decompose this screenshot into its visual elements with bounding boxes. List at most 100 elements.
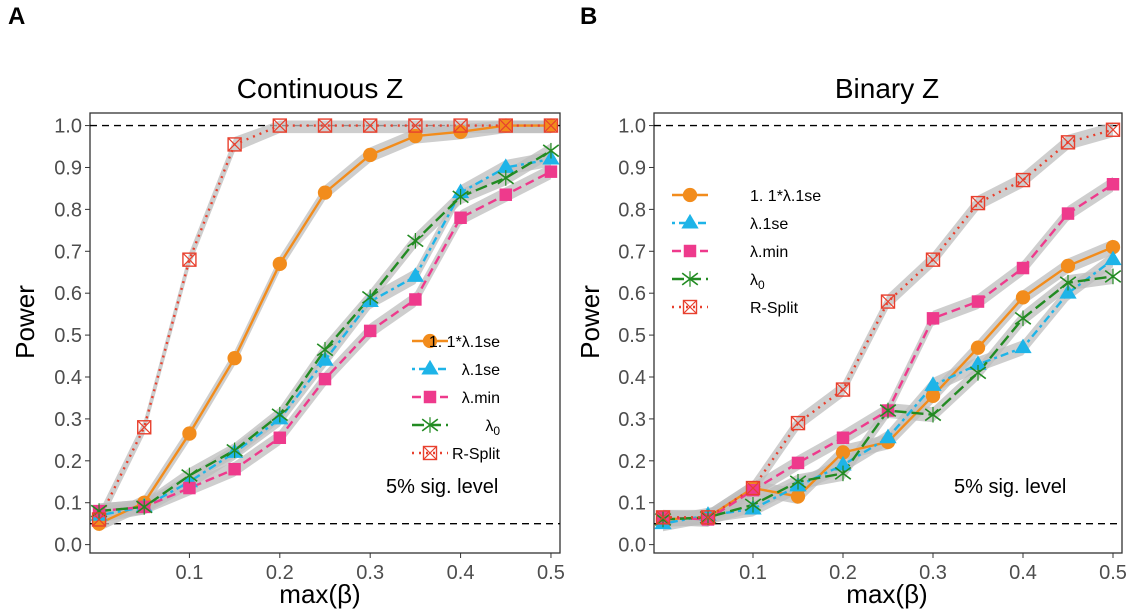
data-point-s2 <box>1014 338 1032 354</box>
data-point-s5 <box>1105 122 1121 137</box>
data-point-s4 <box>226 442 243 459</box>
data-point-s3 <box>544 165 558 178</box>
legend-item-s5: R-Split <box>412 445 501 463</box>
series-line-s2 <box>98 157 552 517</box>
data-point-s3 <box>454 211 467 225</box>
y-tick-label: 0.5 <box>618 325 646 347</box>
legend-subscript: 0 <box>493 424 500 438</box>
data-point-s4 <box>135 499 153 515</box>
data-point-s5 <box>970 195 986 211</box>
legend-label-s2: λ.1se <box>462 362 500 379</box>
data-point-s1 <box>182 426 197 441</box>
y-tick-label: 0.1 <box>54 493 82 515</box>
panel-border <box>653 112 1123 554</box>
data-point-s5 <box>182 252 197 267</box>
y-tick-label: 0.4 <box>618 367 646 389</box>
data-point-s1 <box>925 388 941 404</box>
data-point-s5 <box>227 137 242 152</box>
legend-label-s5: R-Split <box>452 446 501 463</box>
data-point-s4 <box>542 142 560 159</box>
y-axis-label-continuous: Power <box>10 285 40 359</box>
y-tick-label: 0.4 <box>54 367 82 389</box>
data-point-s4 <box>361 289 379 306</box>
data-point-s1 <box>1015 290 1031 305</box>
data-point-s3 <box>499 188 513 201</box>
chart-title-continuous: Continuous Z <box>237 73 404 104</box>
data-point-s4 <box>316 341 334 358</box>
data-point-s5 <box>408 118 423 133</box>
data-point-s3 <box>273 431 287 445</box>
y-tick-label: 0.3 <box>54 409 82 431</box>
data-point-s1 <box>1060 258 1076 274</box>
data-point-s4 <box>271 406 289 423</box>
x-tick-label: 0.2 <box>829 562 857 584</box>
data-point-s2 <box>924 376 942 391</box>
data-point-s5 <box>790 415 806 431</box>
y-tick-label: 0.6 <box>618 283 646 305</box>
data-point-s5 <box>700 510 716 525</box>
legend-marker-s3 <box>423 390 437 404</box>
data-point-s1 <box>835 445 851 460</box>
data-point-s3 <box>1106 177 1120 191</box>
legend-item-s4: λ0 <box>672 271 765 292</box>
data-point-s1 <box>227 350 242 366</box>
x-tick-label: 0.1 <box>739 562 767 584</box>
y-tick-label: 1.0 <box>618 116 646 138</box>
legend-marker-s2 <box>681 213 699 229</box>
x-tick-label: 0.3 <box>356 562 384 584</box>
legend-marker-s1 <box>422 333 438 349</box>
legend-label-s4: λ0 <box>485 418 500 438</box>
y-tick-label: 0.0 <box>618 535 646 557</box>
y-tick-label: 0.7 <box>54 241 82 263</box>
data-point-s3 <box>746 483 760 497</box>
data-point-s1 <box>790 489 806 504</box>
data-point-s4 <box>1059 274 1077 291</box>
legend-marker-s4 <box>421 417 439 433</box>
y-tick-label: 0.3 <box>618 409 646 431</box>
legend-marker-s4 <box>681 271 699 287</box>
legend-label-s4: λ0 <box>750 272 765 292</box>
confidence-ribbon-s3 <box>663 176 1113 528</box>
x-tick-label: 0.3 <box>919 562 947 584</box>
data-point-s5 <box>925 252 941 267</box>
y-tick-label: 1.0 <box>54 116 82 138</box>
data-point-s5 <box>453 118 468 133</box>
legend-marker-s2 <box>421 359 439 375</box>
data-point-s4 <box>789 473 807 490</box>
legend-label-s2: λ.1se <box>750 216 788 233</box>
data-point-s5 <box>137 420 152 435</box>
data-point-s5 <box>91 512 107 527</box>
y-tick-label: 0.2 <box>618 451 646 473</box>
data-point-s1 <box>363 147 378 163</box>
data-point-s1 <box>317 185 333 200</box>
data-point-s5 <box>317 118 333 133</box>
data-point-s5 <box>655 510 671 525</box>
data-point-s1 <box>1105 239 1121 255</box>
series-line-s5 <box>97 124 551 521</box>
legend-item-s5: R-Split <box>672 299 799 317</box>
sig-level-annotation: 5% sig. level <box>954 476 1066 498</box>
data-point-s4 <box>834 465 852 482</box>
legend-label-s1: 1. 1*λ.1se <box>750 188 821 205</box>
y-tick-label: 0.6 <box>54 283 82 305</box>
data-point-s3 <box>228 462 241 476</box>
data-point-s4 <box>1104 268 1122 285</box>
x-axis-label-continuous: max(β) <box>279 579 360 609</box>
data-point-s5 <box>362 118 378 133</box>
data-point-s4 <box>969 365 987 381</box>
confidence-ribbon-s3 <box>99 164 551 519</box>
legend-marker-s5 <box>422 445 438 461</box>
data-point-s2 <box>834 455 852 471</box>
y-tick-label: 0.5 <box>54 325 82 347</box>
data-point-s2 <box>406 267 425 282</box>
data-point-s4 <box>452 189 469 205</box>
data-point-s3 <box>409 293 422 306</box>
y-tick-label: 0.2 <box>54 451 82 473</box>
data-point-s3 <box>183 481 196 495</box>
data-point-s5 <box>498 118 513 133</box>
x-tick-label: 0.4 <box>1009 562 1037 584</box>
legend-item-s2: λ.1se <box>412 359 500 379</box>
legend-item-s1: 1. 1*λ.1se <box>412 333 500 351</box>
data-point-s5 <box>543 118 559 133</box>
